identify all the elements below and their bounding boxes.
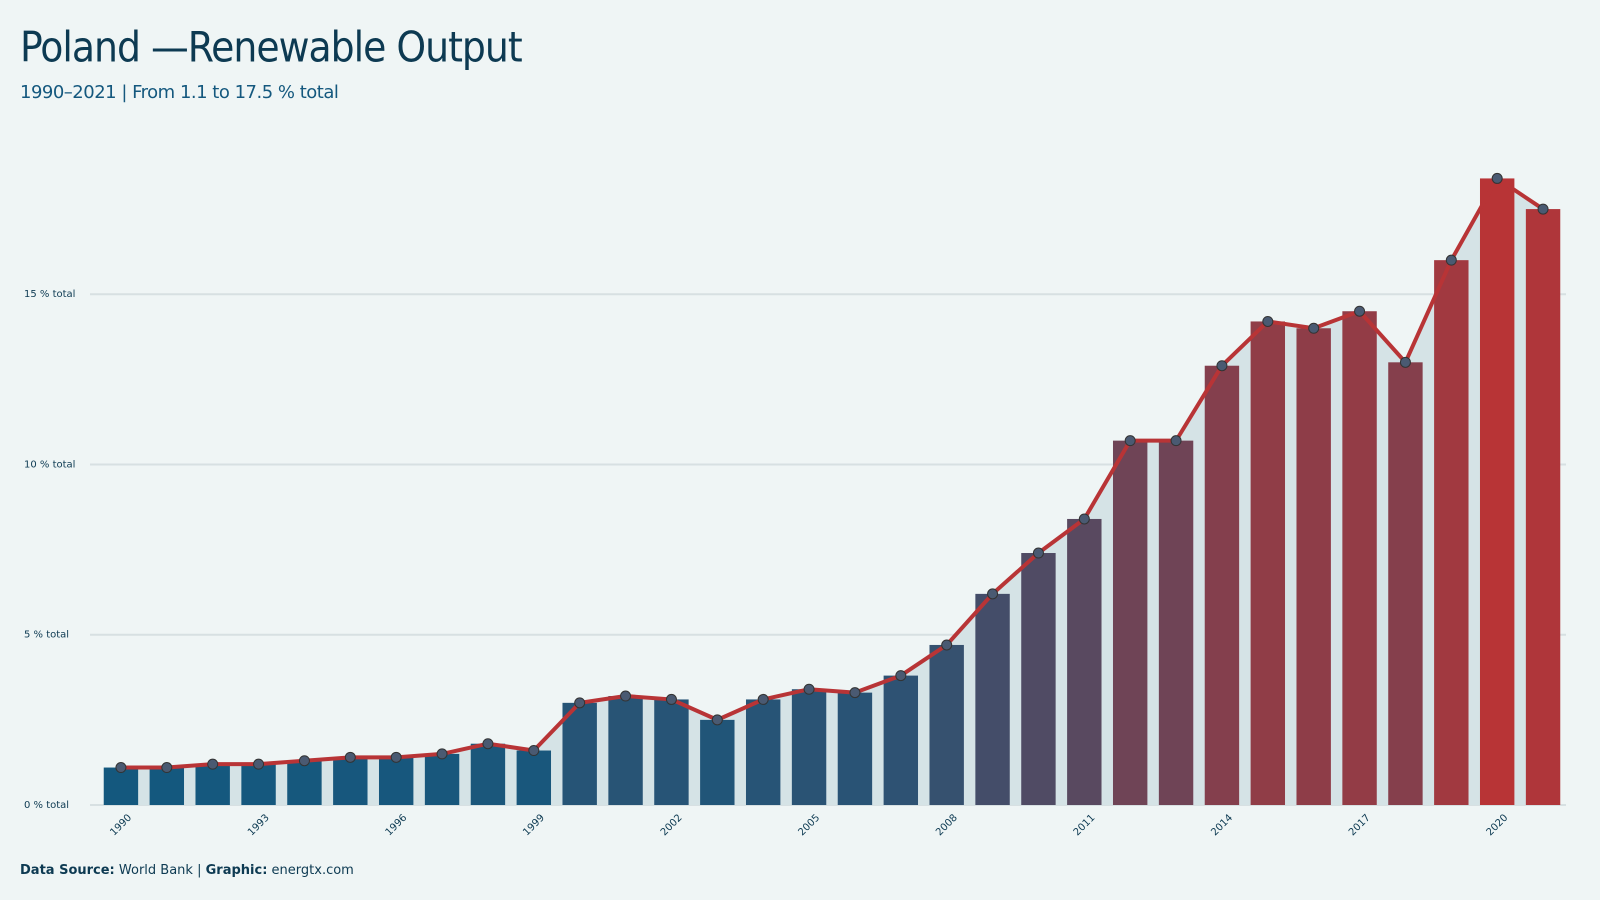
bar xyxy=(1021,553,1056,805)
bar xyxy=(837,692,873,805)
marker xyxy=(849,687,861,699)
marker xyxy=(344,751,356,763)
bar xyxy=(1067,518,1102,805)
bar xyxy=(700,719,735,805)
chart-subtitle: 1990–2021 | From 1.1 to 17.5 % total xyxy=(20,82,338,103)
y-tick-label: 0 % total xyxy=(24,800,69,811)
bar xyxy=(654,699,689,805)
x-tick-label: 2005 xyxy=(797,812,823,838)
marker xyxy=(1032,547,1044,559)
marker xyxy=(1491,172,1503,184)
chart-title: Poland —Renewable Output xyxy=(20,23,522,72)
marker xyxy=(1537,203,1549,215)
marker xyxy=(1354,305,1366,317)
bar xyxy=(195,764,230,805)
x-tick-label: 2017 xyxy=(1347,812,1373,838)
bar xyxy=(1158,440,1194,805)
marker xyxy=(1399,356,1411,368)
marker xyxy=(574,697,586,709)
marker xyxy=(1170,435,1182,447)
marker xyxy=(1216,360,1228,372)
marker xyxy=(528,745,540,757)
marker xyxy=(1445,254,1457,266)
bar xyxy=(378,757,414,805)
x-tick-label: 2008 xyxy=(934,812,960,838)
x-tick-label: 2011 xyxy=(1072,812,1098,838)
marker xyxy=(1262,315,1274,327)
marker xyxy=(665,693,677,705)
bar xyxy=(516,750,552,805)
bar xyxy=(975,593,1010,805)
x-tick-label: 1993 xyxy=(246,812,272,838)
bar xyxy=(1204,365,1240,805)
bar xyxy=(149,767,185,805)
bar xyxy=(1525,209,1561,805)
bar xyxy=(103,767,139,805)
bar xyxy=(424,753,460,805)
marker xyxy=(161,762,173,774)
x-tick-label: 1996 xyxy=(384,812,410,838)
y-tick-label: 10 % total xyxy=(24,459,75,470)
bar xyxy=(608,696,643,805)
bar xyxy=(1296,328,1331,805)
source-label: Data Source: xyxy=(20,863,115,878)
marker xyxy=(757,693,769,705)
marker xyxy=(482,738,494,750)
separator: | xyxy=(197,863,201,878)
x-tick-label: 2002 xyxy=(659,812,685,838)
bar xyxy=(287,760,322,805)
bar xyxy=(883,675,919,805)
bar xyxy=(1250,321,1286,805)
bar xyxy=(745,699,781,805)
bar xyxy=(241,764,276,805)
marker xyxy=(390,751,402,763)
marker xyxy=(987,588,999,600)
x-tick-label: 1999 xyxy=(521,812,547,838)
x-tick-label: 2014 xyxy=(1209,812,1235,838)
marker xyxy=(253,758,265,770)
bar xyxy=(929,644,964,805)
marker xyxy=(1308,322,1320,334)
marker xyxy=(803,683,815,695)
bar xyxy=(1388,362,1423,805)
marker xyxy=(436,748,448,760)
marker xyxy=(1124,435,1136,447)
credit: energtx.com xyxy=(272,863,354,878)
marker xyxy=(620,690,632,702)
marker xyxy=(941,639,953,651)
bar xyxy=(562,702,597,805)
marker xyxy=(115,762,127,774)
marker xyxy=(207,758,219,770)
marker xyxy=(1078,513,1090,525)
bar xyxy=(333,757,368,805)
marker xyxy=(895,670,907,682)
bar xyxy=(470,743,506,805)
bar xyxy=(1434,260,1469,805)
y-tick-label: 5 % total xyxy=(24,630,69,641)
line xyxy=(120,176,1545,770)
footer: Data Source: World Bank | Graphic: energ… xyxy=(20,863,354,878)
credit-label: Graphic: xyxy=(206,863,268,878)
bar xyxy=(791,689,827,805)
y-tick-label: 15 % total xyxy=(24,289,75,300)
marker xyxy=(711,714,723,726)
bar xyxy=(1479,178,1515,805)
marker xyxy=(298,755,310,767)
x-tick-label: 1990 xyxy=(108,812,134,838)
bar xyxy=(1112,440,1148,805)
source: World Bank xyxy=(119,863,194,878)
bar xyxy=(1342,311,1377,805)
x-tick-label: 2020 xyxy=(1485,812,1511,838)
